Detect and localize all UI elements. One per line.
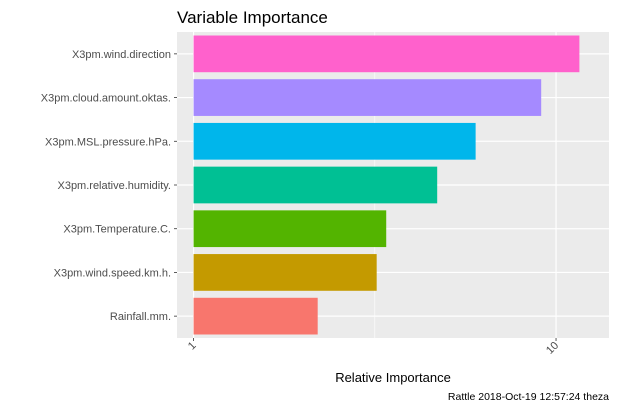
bar-2 [193, 122, 476, 160]
x-axis-labels: 1 10 [186, 338, 561, 357]
bars-group [193, 35, 580, 335]
y-tick-label-3: X3pm.relative.humidity. [57, 180, 171, 192]
x-tick-label-1: 10 [544, 340, 561, 357]
y-tick-label-5: X3pm.wind.speed.km.h. [54, 267, 171, 279]
bar-6 [193, 297, 318, 335]
bar-1 [193, 79, 542, 116]
y-tick-label-1: X3pm.cloud.amount.oktas. [41, 93, 171, 105]
chart-caption: Rattle 2018-Oct-19 12:57:24 theza [448, 391, 609, 403]
y-tick-label-0: X3pm.wind.direction [72, 49, 171, 61]
y-tick-label-2: X3pm.MSL.pressure.hPa. [45, 136, 171, 148]
bar-3 [193, 166, 438, 204]
bar-0 [193, 35, 580, 73]
bar-5 [193, 254, 377, 291]
bar-4 [193, 210, 387, 248]
chart-title: Variable Importance [177, 8, 328, 27]
y-axis-labels: X3pm.wind.direction X3pm.cloud.amount.okt… [41, 49, 177, 323]
x-tick-label-0: 1 [186, 340, 199, 353]
y-tick-label-6: Rainfall.mm. [110, 311, 171, 323]
y-tick-label-4: X3pm.Temperature.C. [63, 224, 171, 236]
x-axis-title: Relative Importance [335, 370, 451, 385]
